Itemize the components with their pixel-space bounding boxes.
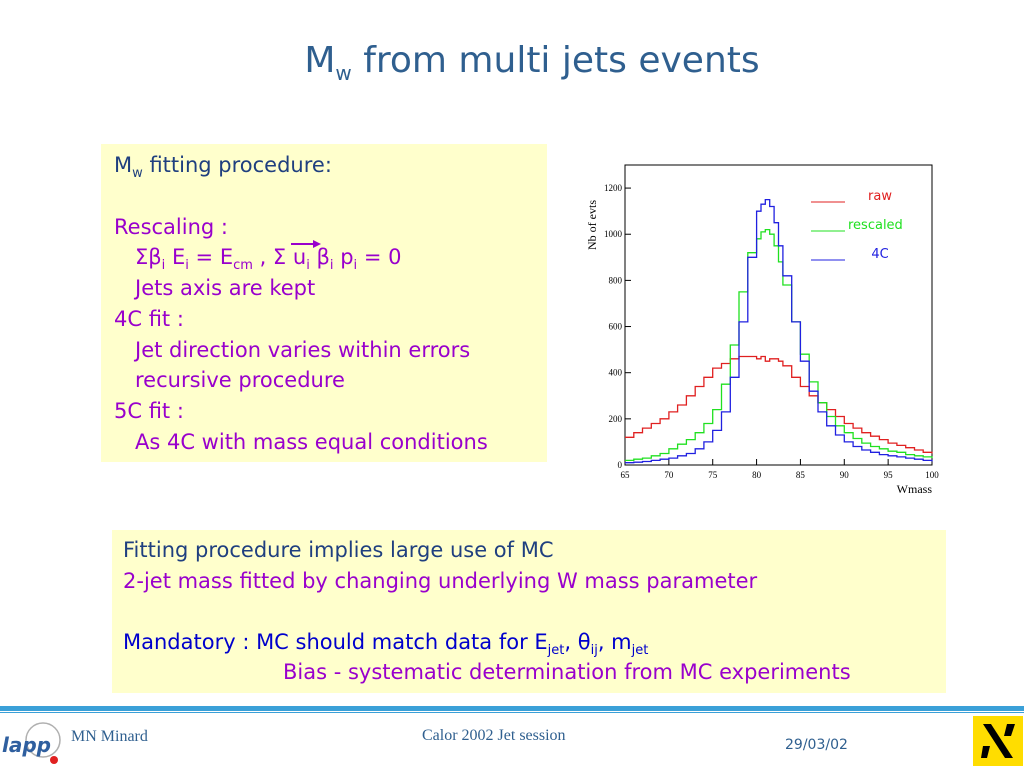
eq-sub-i5: i [353,258,358,274]
legend-label-rescaled: rescaled [848,218,903,233]
fitting-procedure-heading: Mw fitting procedure: [114,150,332,189]
jet-direction-text: Jet direction varies within errors [135,338,471,362]
eq-sub-cm: cm [233,258,253,274]
series-line-4c [625,198,933,464]
eq-sub-i3: i [306,258,310,274]
footer-bar [0,706,1024,711]
title-subscript: w [335,61,352,86]
eq-part6: p [333,245,354,269]
x-tick-label: 95 [884,470,894,480]
institution-logo [973,716,1023,766]
vector-arrow-icon [290,240,321,248]
mandatory-part-a: Mandatory : MC should match data for E [123,630,548,654]
jets-axis-text: Jets axis are kept [135,276,316,300]
x-tick-label: 65 [621,470,631,480]
slide-title: Mw from multi jets events [0,40,1024,85]
eq-sub-i2: i [185,258,189,274]
eq-part4: , Σ [252,245,293,269]
x-tick-label: 80 [752,470,762,480]
x-tick-label: 70 [664,470,674,480]
recursive-text: recursive procedure [135,368,345,392]
eq-sub-i1: i [161,258,166,274]
y-tick-label: 1000 [604,229,623,239]
two-jet-text: 2-jet mass fitted by changing underlying… [123,569,758,593]
legend-label-raw: raw [868,189,892,204]
title-main: M [304,40,336,81]
footer-session: Calor 2002 Jet session [422,727,566,744]
footer-author: MN Minard [71,728,148,745]
y-tick-label: 600 [609,322,623,332]
mandatory-sub-jet1: jet [547,643,565,659]
eq-part7: = 0 [357,245,402,269]
eq-part2: E [165,245,186,269]
mandatory-text: Mandatory : MC should match data for Eje… [123,627,648,666]
y-tick-label: 0 [618,460,623,470]
bias-text: Bias - systematic determination from MC … [283,660,851,684]
x-tick-label: 75 [708,470,718,480]
footer-bar-thin [0,712,1024,713]
x-tick-label: 85 [796,470,806,480]
y-tick-label: 400 [609,368,623,378]
fitting-procedure-text: fitting procedure: [142,153,332,177]
rescaling-equation: Σβi Ei = Ecm , Σ ui βi pi = 0 [135,240,402,281]
footer-date: 29/03/02 [785,737,848,753]
y-tick-label: 1200 [604,183,623,193]
mandatory-part-b: , θ [564,630,591,654]
legend-label-4c: 4C [871,247,888,262]
mc-box: Fitting procedure implies large use of M… [112,530,946,693]
rescaling-label: Rescaling : [114,215,228,239]
y-tick-label: 800 [609,275,623,285]
procedure-box: Mw fitting procedure: Rescaling : Σβi Ei… [101,144,547,462]
series-line-rescaled [625,228,933,462]
y-axis-label: Nb of evts [585,200,599,250]
mandatory-sub-ij: ij [590,643,598,659]
mw-sub: w [132,166,143,182]
mandatory-part-c: , m [597,630,632,654]
eq-part3: = E [188,245,234,269]
wmass-chart: 65 70 75 80 85 90 95 100020040060080010001200Wm… [585,164,939,496]
unit-vector: ui [290,240,321,281]
fit-5c-label: 5C fit : [114,399,184,423]
lapp-logo-text: lapp [2,733,51,757]
fit-4c-label: 4C fit : [114,307,184,331]
x-tick-label: 90 [840,470,850,480]
fitting-mc-text: Fitting procedure implies large use of M… [123,538,554,562]
x-tick-label: 100 [925,470,939,480]
eq-u: u [292,245,307,269]
eq-part1: Σβ [135,245,162,269]
y-tick-label: 200 [609,414,623,424]
mw-main: M [114,153,133,177]
x-axis-label: Wmass [897,482,933,496]
mandatory-sub-jet2: jet [631,643,649,659]
eq-sub-i4: i [329,258,334,274]
as-4c-text: As 4C with mass equal conditions [135,430,488,454]
eq-part5: β [309,245,330,269]
title-rest: from multi jets events [351,40,760,81]
series-line-raw [625,355,933,454]
plot-frame [624,164,933,466]
lapp-logo: lapp [2,722,61,764]
